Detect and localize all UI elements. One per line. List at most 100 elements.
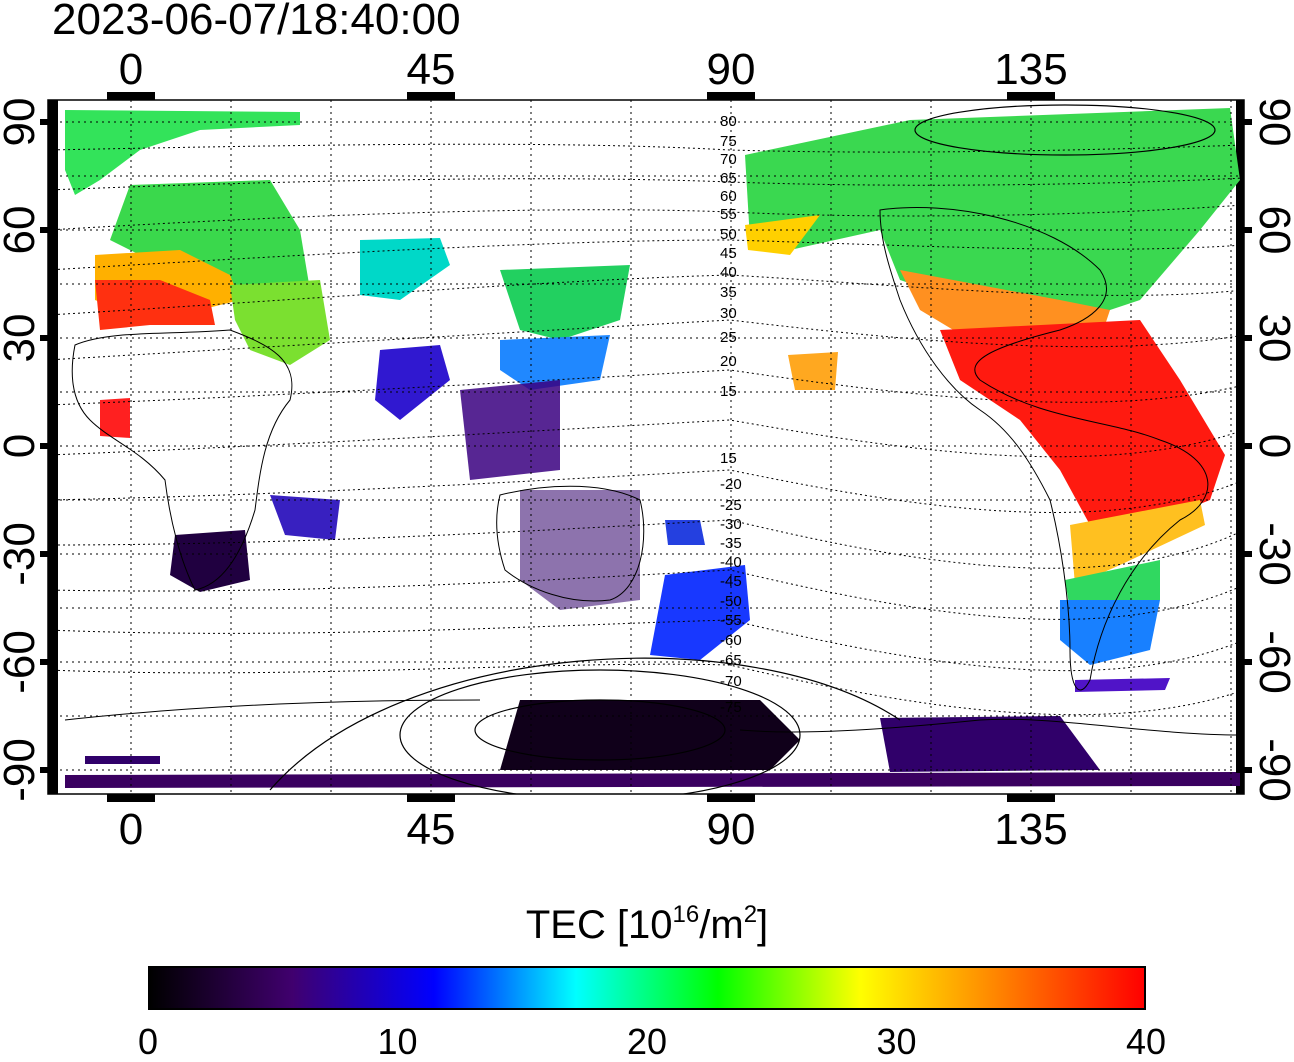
contour-label: -55 [720,612,742,629]
contour-label: -40 [720,554,742,571]
axis-labels: 04590135180-135-90-4504590135180-135-90-… [0,45,1294,854]
bottom-axis-label: 135 [994,805,1067,854]
left-axis-label: 90 [0,98,44,147]
colorbar-tick-label: 20 [626,1021,668,1062]
right-axis-label: 90 [1250,98,1294,147]
tec-samerica-green [1065,560,1160,610]
tec-australia [520,490,640,610]
top-tick-bar [107,92,155,100]
contour-label: -65 [720,652,742,669]
right-axis-label: -90 [1250,738,1294,802]
right-axis-label: -60 [1250,630,1294,694]
tec-india [375,345,450,420]
contour-label: 40 [720,264,737,281]
tec-samerica-purple [1075,678,1170,692]
tec-mideast-green [230,280,330,365]
lat-lon-grid [48,100,1244,794]
contour-label: 65 [720,170,737,187]
tec-nz-blue [650,565,750,660]
right-axis-label: -30 [1250,522,1294,586]
left-axis-label: -60 [0,630,44,694]
right-axis-label: 30 [1250,314,1294,363]
tec-samerica-blue [1060,600,1160,665]
colorbar [148,966,1146,1010]
tec-na-green [745,108,1240,320]
contour-label: -20 [720,476,742,493]
contour-label: -60 [720,632,742,649]
right-tick-mark [1236,767,1252,773]
colorbar-tick-label: 10 [377,1021,418,1062]
top-axis-label: 135 [994,45,1067,94]
colorbar-title-mid: /m [699,903,744,947]
left-axis-label: -90 [0,738,44,802]
tec-south-strip [85,756,160,764]
left-axis-label: 30 [0,314,44,363]
tec-samerica-yellow [1070,500,1205,585]
left-tick-mark [40,767,58,773]
contour-label: -30 [720,516,742,533]
tec-europe-red [95,280,215,330]
timestamp-title: 2023-06-07/18:40:00 [52,0,461,44]
geomagnetic-contours [48,143,1244,716]
tec-antarctica-west [880,716,1100,772]
top-axis-label: 0 [119,45,143,94]
tec-antarctica-dark [500,700,800,770]
contour-label: -70 [720,673,742,690]
tec-japan [500,265,630,340]
right-tick-mark [1236,227,1252,233]
top-tick-bar [707,92,755,100]
contour-label: -75 [720,699,742,716]
contour-label: -25 [720,497,742,514]
contour-label: 45 [720,245,737,262]
contour-label: -45 [720,573,742,590]
contour-label: 70 [720,151,737,168]
left-axis-label: -30 [0,522,44,586]
colorbar-title-exponent2: 2 [743,901,758,928]
colorbar-title-suffix: ] [757,903,769,947]
left-tick-mark [40,551,58,557]
right-axis-label: 0 [1250,434,1294,458]
tec-europe-north [65,110,300,195]
left-axis-label: 60 [0,206,44,255]
left-tick-mark [40,659,58,665]
bottom-axis-label: 45 [407,805,456,854]
contour-label: 35 [720,284,737,301]
right-tick-mark [1236,551,1252,557]
tec-asia-cyan [360,238,450,300]
bottom-tick-bar [1007,794,1055,802]
tec-data-layer [65,108,1240,788]
bottom-tick-bar [707,794,755,802]
axis-marks [40,92,1252,802]
contour-label: 20 [720,353,737,370]
left-tick-mark [40,443,58,449]
contour-label: -35 [720,535,742,552]
contour-label: 30 [720,305,737,322]
colorbar-title-exponent: 16 [672,901,700,928]
tec-africa-east [270,495,340,540]
tec-south-band [65,772,1240,788]
tec-china-blue [500,335,610,390]
top-axis-label: 90 [707,45,756,94]
left-tick-mark [40,119,58,125]
left-tick-mark [40,335,58,341]
tec-na-yellow [745,215,820,255]
contour-label: 15 [720,450,737,467]
bottom-axis-label: 0 [119,805,143,854]
tec-europe-mid [110,180,310,300]
tec-africa-west [100,398,130,438]
contour-label: -50 [720,593,742,610]
colorbar-tick-label: 30 [876,1021,917,1062]
right-tick-mark [1236,659,1252,665]
tec-pacific-blue [665,520,705,545]
right-tick-mark [1236,443,1252,449]
top-axis-label: 45 [407,45,456,94]
colorbar-tick-label: 0 [137,1021,159,1062]
tec-map: 807570656055504540353025201515-20-25-30-… [0,45,1294,854]
bottom-tick-bar [107,794,155,802]
contour-label: 50 [720,226,737,243]
left-tick-mark [40,227,58,233]
right-axis-label: 60 [1250,206,1294,255]
contour-label: 15 [720,383,737,400]
tec-seasia [460,380,560,480]
